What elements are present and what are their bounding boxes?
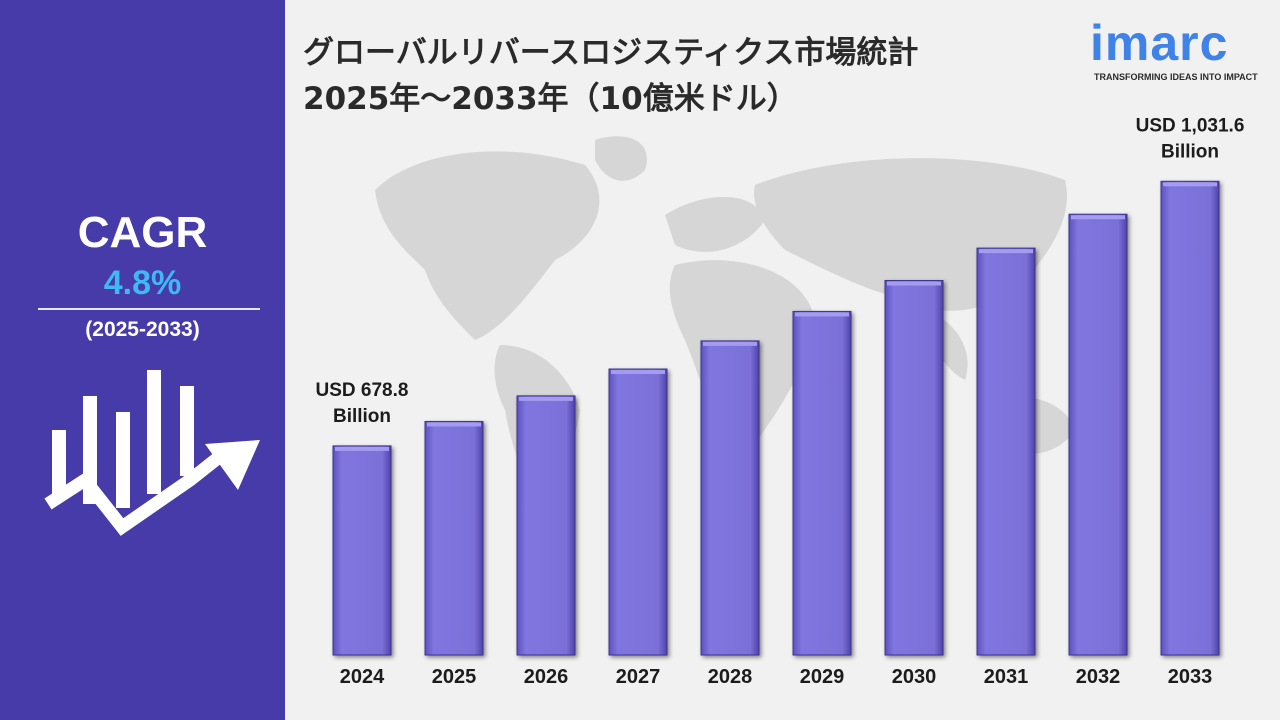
logo-wordmark: imarc bbox=[1090, 15, 1229, 71]
bar-highlight-2027 bbox=[611, 370, 665, 375]
bar-highlight-2030 bbox=[887, 281, 941, 286]
x-tick-label: 2026 bbox=[524, 666, 569, 688]
bar-2027 bbox=[608, 368, 668, 656]
cagr-divider bbox=[38, 308, 260, 310]
bar-chart: 2024 2025 2026 2027 2028 2029 2030 2031 2032 2033… bbox=[316, 115, 1245, 688]
bar-highlight-2031 bbox=[979, 249, 1033, 254]
bar-highlight-2026 bbox=[519, 396, 573, 401]
data-label-2024-line2: Billion bbox=[333, 406, 391, 427]
bar-2030 bbox=[884, 280, 944, 656]
main-panel: 2024 2025 2026 2027 2028 2029 2030 2031 2032 2033… bbox=[285, 0, 1280, 720]
bar-highlight-2029 bbox=[795, 312, 849, 317]
growth-chart-icon bbox=[44, 370, 260, 536]
data-label-2033-line2: Billion bbox=[1161, 141, 1219, 162]
bar-2028 bbox=[700, 340, 760, 656]
x-tick-label: 2032 bbox=[1076, 666, 1121, 688]
bar-2031 bbox=[976, 247, 1036, 656]
bar-highlight-2032 bbox=[1071, 215, 1125, 220]
bar-2032 bbox=[1068, 213, 1128, 656]
x-tick-label: 2031 bbox=[984, 666, 1029, 688]
bar-2025 bbox=[424, 420, 484, 656]
bar-2026 bbox=[516, 395, 576, 656]
bar-2033 bbox=[1160, 180, 1220, 656]
x-tick-label: 2027 bbox=[616, 666, 661, 688]
cagr-label: CAGR bbox=[77, 208, 208, 257]
data-label-2033-line1: USD 1,031.6 bbox=[1136, 115, 1245, 136]
x-tick-label: 2028 bbox=[708, 666, 753, 688]
x-tick-label: 2029 bbox=[800, 666, 845, 688]
bar-2029 bbox=[792, 310, 852, 656]
bar-2024 bbox=[332, 445, 392, 656]
bar-highlight-2024 bbox=[335, 446, 389, 451]
cagr-period: (2025-2033) bbox=[85, 318, 200, 341]
x-tick-label: 2025 bbox=[432, 666, 477, 688]
cagr-value: 4.8% bbox=[103, 264, 182, 302]
sidebar: CAGR 4.8% (2025-2033) bbox=[0, 0, 285, 720]
chart-title-line1: グローバルリバースロジスティクス市場統計 bbox=[303, 35, 919, 71]
bar-highlight-2025 bbox=[427, 422, 481, 427]
x-tick-label: 2033 bbox=[1168, 666, 1213, 688]
x-tick-label: 2024 bbox=[340, 666, 385, 688]
bar-highlight-2033 bbox=[1163, 182, 1217, 187]
data-label-2024-line1: USD 678.8 bbox=[316, 380, 409, 401]
chart-title-line2: 2025年～2033年（10億米ドル） bbox=[303, 81, 798, 117]
bar-highlight-2028 bbox=[703, 341, 757, 346]
imarc-logo: imarc TRANSFORMING IDEAS INTO IMPACT bbox=[1090, 14, 1260, 94]
logo-tagline: TRANSFORMING IDEAS INTO IMPACT bbox=[1094, 72, 1258, 82]
x-tick-label: 2030 bbox=[892, 666, 937, 688]
